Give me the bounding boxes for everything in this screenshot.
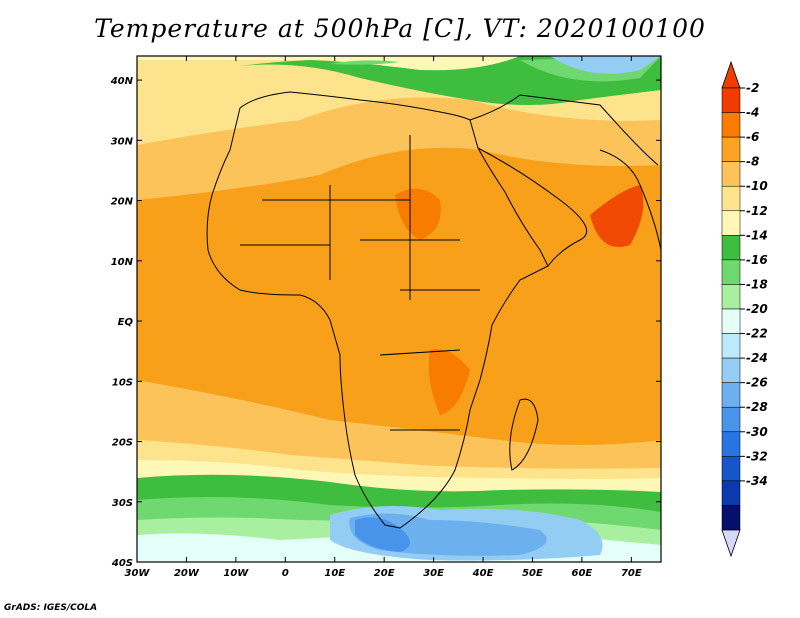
colorbar-swatch	[721, 505, 741, 531]
colorbar-swatch	[721, 308, 741, 334]
colorbar-label: -18	[746, 277, 768, 291]
y-tick-label: 30N	[111, 136, 134, 147]
x-tick-label: 60E	[572, 568, 593, 579]
colorbar-swatch	[721, 259, 741, 285]
colorbar-label: -20	[746, 302, 768, 316]
colorbar-top-arrow	[721, 60, 741, 89]
colorbar-label: -8	[746, 155, 759, 169]
coastlines-borders	[206, 91, 661, 529]
colorbar-label: -28	[746, 400, 768, 414]
x-tick-label: 30E	[423, 568, 444, 579]
colorbar-label: -30	[746, 425, 768, 439]
colorbar-label: -4	[746, 106, 759, 120]
colorbar-swatch	[721, 406, 741, 433]
colorbar-label: -24	[746, 351, 768, 365]
y-tick-label: 40S	[111, 558, 133, 569]
x-tick-label: 10W	[223, 568, 249, 579]
colorbar-swatch	[721, 235, 741, 261]
colorbar-label: -10	[746, 179, 768, 193]
x-tick-label: 30W	[125, 568, 151, 579]
colorbar-swatch	[721, 357, 741, 383]
x-tick-label: 70E	[621, 568, 642, 579]
colorbar-label: -6	[746, 130, 759, 144]
field-core-east-africa	[428, 349, 470, 415]
colorbar-swatch	[721, 333, 741, 359]
plot-frame	[136, 55, 662, 563]
colorbar-swatch	[721, 382, 741, 408]
contour-field	[137, 56, 661, 562]
colorbar-swatch	[721, 210, 741, 236]
y-axis: 40N 30N 20N 10N EQ 10S 20S 30S 40S	[110, 76, 661, 569]
colorbar-swatch	[721, 456, 741, 482]
x-tick-label: 20E	[374, 568, 395, 579]
colorbar-label: -26	[746, 376, 768, 390]
colorbar-label: -32	[746, 449, 768, 463]
colorbar-swatch	[721, 431, 741, 457]
colorbar-swatch	[721, 284, 741, 310]
colorbar: -2 -4 -6 -8 -10 -12 -14 -16 -18 -20 -22 -24 -26 -28 -3…	[721, 60, 768, 558]
x-axis: 30W 20W 10W 0 10E 20E 30E 40E 50E 60E 70E	[125, 56, 642, 579]
madagascar-outline	[509, 398, 539, 471]
colorbar-label: -14	[746, 228, 768, 242]
x-tick-label: 20W	[174, 568, 200, 579]
grads-credit: GrADS: IGES/COLA	[4, 603, 98, 613]
y-tick-label: 30S	[112, 498, 133, 509]
x-tick-label: 40E	[472, 568, 494, 579]
x-tick-label: 0	[282, 568, 289, 579]
map-title: Temperature at 500hPa [C], VT: 202010010…	[94, 14, 706, 43]
field-band-28-south	[355, 517, 410, 552]
y-tick-label: 20S	[112, 438, 133, 449]
colorbar-swatch	[721, 480, 741, 506]
colorbar-swatch	[721, 136, 741, 162]
field-core-sudan	[395, 188, 441, 240]
y-tick-label: EQ	[118, 317, 134, 328]
x-tick-label: 50E	[522, 568, 543, 579]
colorbar-label: -2	[746, 81, 759, 95]
colorbar-bottom-arrow	[721, 529, 741, 558]
colorbar-swatch	[721, 161, 741, 187]
colorbar-label: -34	[746, 474, 768, 488]
y-tick-label: 10S	[112, 377, 133, 388]
colorbar-label: -16	[746, 253, 768, 267]
colorbar-label: -12	[746, 204, 768, 218]
field-band-24-north	[550, 56, 661, 74]
colorbar-swatch	[721, 87, 741, 113]
y-tick-label: 10N	[111, 257, 134, 268]
y-tick-label: 40N	[110, 76, 134, 87]
colorbar-label: -22	[746, 327, 768, 341]
colorbar-swatch	[721, 185, 741, 212]
field-core-arabian-sea	[590, 185, 644, 247]
colorbar-swatch	[721, 112, 741, 138]
y-tick-label: 20N	[111, 197, 134, 208]
x-tick-label: 10E	[324, 568, 345, 579]
